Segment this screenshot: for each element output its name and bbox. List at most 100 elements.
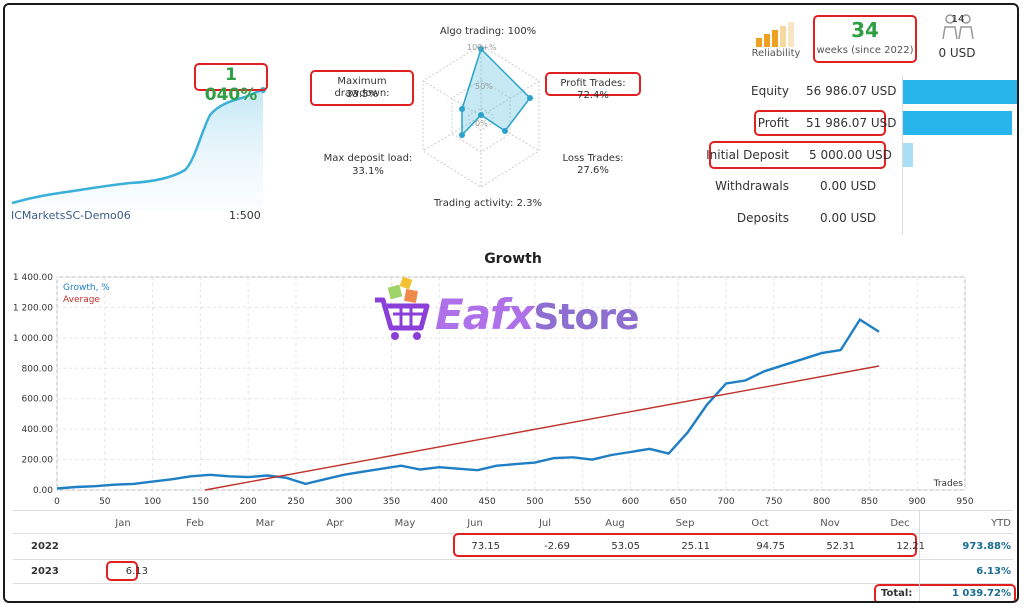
y-tick-label: 0.00 <box>33 486 53 496</box>
month-header: Jul <box>538 518 552 529</box>
x-tick-label: 850 <box>861 497 878 507</box>
equity-value: 56 986.07 USD <box>806 84 897 98</box>
radar-ring-50: 50% <box>475 82 493 91</box>
year-2023-label: 2023 <box>31 566 59 577</box>
x-tick-label: 350 <box>383 497 400 507</box>
reliability-icon <box>756 22 794 47</box>
subscribers-count: 14 <box>951 14 965 25</box>
month-header: Nov <box>820 518 840 529</box>
y-tick-label: 1 200.00 <box>13 303 53 313</box>
x-tick-label: 950 <box>956 497 973 507</box>
y-tick-label: 800.00 <box>22 364 54 374</box>
radar-profit-trades: Profit Trades: 72.4% <box>560 78 626 101</box>
x-tick-label: 300 <box>335 497 352 507</box>
subscribers-funds: 0 USD <box>938 46 976 60</box>
radar-algo-trading: Algo trading: 100% <box>439 26 537 37</box>
profit-highlight <box>754 110 886 136</box>
legend-entry: Growth, % <box>63 283 110 293</box>
y-tick-label: 600.00 <box>22 395 54 405</box>
x-axis-label: Trades <box>933 479 964 489</box>
initial-deposit-value: 5 000.00 USD <box>809 148 892 162</box>
withdrawals-label: Withdrawals <box>715 179 789 193</box>
return-cell: 12.21 <box>896 541 925 552</box>
initial-deposit-label: Initial Deposit <box>706 148 789 162</box>
radar-max-drawdown-title: Maximum drawdown: <box>334 76 390 99</box>
growth-chart-title: Growth <box>484 251 542 267</box>
withdrawals-value: 0.00 USD <box>820 179 877 193</box>
x-tick-label: 500 <box>526 497 543 507</box>
average-series-line <box>204 365 880 491</box>
subscribers-icon <box>942 14 974 40</box>
month-header: Mar <box>255 518 275 529</box>
weeks-value: 34 <box>851 18 879 42</box>
return-highlight <box>194 63 268 91</box>
total-value: 1 039.72% <box>951 588 1011 599</box>
radar-max-drawdown-value: 33.5% <box>346 89 378 100</box>
ytd-2022: 973.88% <box>962 541 1011 552</box>
weeks-label: weeks (since 2022) <box>816 45 914 56</box>
month-header: Dec <box>890 518 910 529</box>
x-tick-label: 800 <box>813 497 830 507</box>
account-server[interactable]: ICMarketsSC-Demo06 <box>11 209 131 222</box>
month-header: Aug <box>605 518 625 529</box>
x-tick-label: 450 <box>479 497 496 507</box>
return-cell: 94.75 <box>756 541 785 552</box>
x-tick-label: 900 <box>909 497 926 507</box>
return-cell: 53.05 <box>611 541 640 552</box>
ytd-header: YTD <box>991 518 1011 529</box>
month-header: Apr <box>326 518 344 529</box>
table-top-line <box>13 510 1013 511</box>
y-tick-label: 400.00 <box>22 425 54 435</box>
x-tick-label: 750 <box>765 497 782 507</box>
initial-deposit-highlight <box>709 141 886 169</box>
signal-page: 1 040% ICMarketsSC-Demo06 1:500 100+% 50… <box>3 3 1019 603</box>
ytd-2023: 6.13% <box>976 566 1011 577</box>
year-2022-label: 2022 <box>31 541 59 552</box>
radar-max-deposit-load-title: Max deposit load: <box>323 153 413 164</box>
initial-deposit-bar <box>902 143 913 167</box>
x-tick-label: 600 <box>622 497 639 507</box>
y-tick-label: 1 400.00 <box>13 273 53 283</box>
watermark-part2: Store <box>533 297 639 338</box>
y-tick-label: 1 000.00 <box>13 334 53 344</box>
total-label: Total: <box>881 588 913 599</box>
total-return-label: 1 040% <box>204 65 258 105</box>
month-header: May <box>394 518 416 529</box>
total-highlight <box>874 584 1016 601</box>
month-header: Jan <box>115 518 131 529</box>
return-cell: 73.15 <box>471 541 500 552</box>
equity-label: Equity <box>751 84 789 98</box>
radar-ring-0: 0% <box>475 119 488 128</box>
bar-axis <box>902 75 903 235</box>
growth-series-line <box>56 317 880 490</box>
x-tick-label: 400 <box>431 497 448 507</box>
watermark-text: EafxStore <box>435 290 639 339</box>
radar-chart <box>422 44 540 188</box>
legend-entry: Average <box>63 295 100 305</box>
radar-loss-trades: Loss Trades: 27.6% <box>562 153 624 176</box>
return-cell: -2.69 <box>544 541 570 552</box>
cart-logo-icon <box>375 276 430 340</box>
x-tick-label: 0 <box>54 497 60 507</box>
reliability-label: Reliability <box>751 48 801 59</box>
growth-chart: 0.00 200.00 400.00 600.00 800.00 1 000.00 1 20… <box>13 273 974 507</box>
equity-bar <box>902 80 1017 104</box>
return-cell: 52.31 <box>826 541 855 552</box>
x-tick-label: 100 <box>144 497 161 507</box>
profit-label: Profit <box>757 116 789 130</box>
watermark-part1: Eafx <box>435 290 534 339</box>
month-header: Oct <box>751 518 769 529</box>
radar-trading-activity: Trading activity: 2.3% <box>434 198 542 209</box>
x-tick-label: 50 <box>99 497 111 507</box>
x-tick-label: 250 <box>287 497 304 507</box>
drawdown-highlight <box>310 70 414 106</box>
return-cell: 25.11 <box>681 541 710 552</box>
x-tick-label: 700 <box>717 497 734 507</box>
radar-ring-100: 100+% <box>467 43 497 52</box>
return-cell: 6.13 <box>125 566 148 577</box>
weeks-highlight <box>813 15 917 63</box>
x-tick-label: 550 <box>574 497 591 507</box>
plot-frame <box>56 276 966 491</box>
jan-2023-highlight <box>106 561 138 581</box>
ytd-divider <box>919 511 920 601</box>
